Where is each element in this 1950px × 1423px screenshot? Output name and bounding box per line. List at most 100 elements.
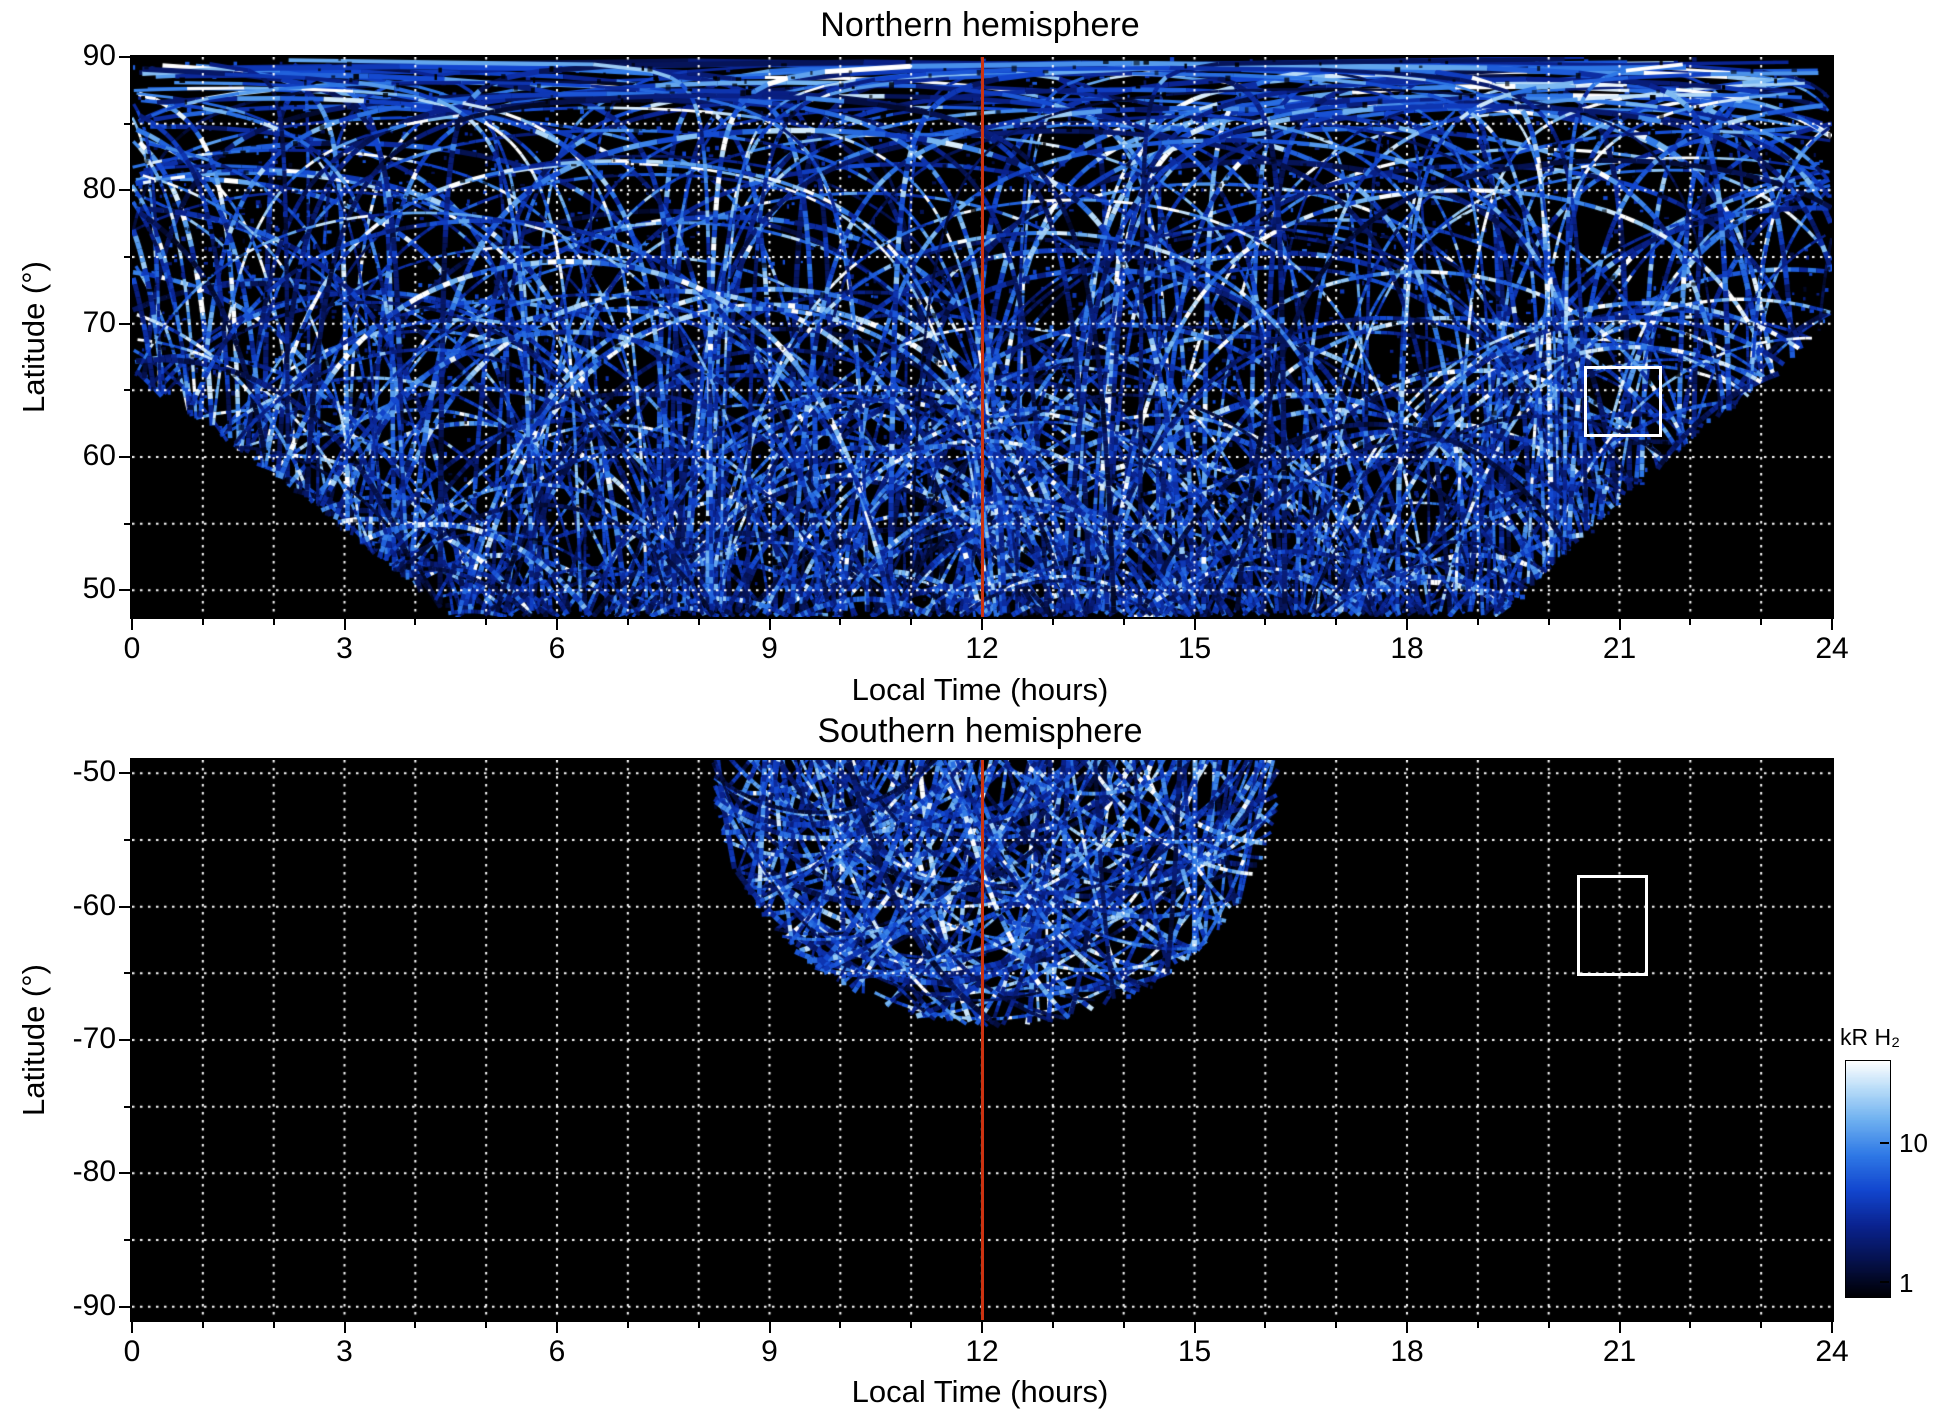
y-axis-tick-label: 90 (82, 39, 116, 72)
y-axis-tick-mark (119, 1305, 130, 1308)
panel-title: Northern hemisphere (820, 6, 1140, 44)
x-axis-tick-label: 24 (1815, 632, 1849, 665)
x-axis-minor-tick-mark (1264, 1322, 1267, 1328)
x-axis-tick-label: 0 (123, 632, 141, 665)
colorbar-label: kR H₂ (1840, 1024, 1901, 1050)
y-axis-minor-tick-mark (124, 1239, 130, 1241)
x-axis-minor-tick-mark (1122, 1322, 1125, 1328)
plot-area (130, 758, 1834, 1322)
x-axis-tick-mark (556, 619, 558, 630)
y-axis-minor-tick-mark (124, 256, 130, 258)
x-axis-tick-mark (981, 1322, 983, 1333)
plot-area (130, 55, 1834, 619)
x-axis-tick-mark (556, 1322, 558, 1333)
colorbar-tick-label: 1 (1899, 1268, 1914, 1298)
y-axis-tick-mark (119, 1039, 130, 1041)
y-axis-minor-tick-mark (124, 1105, 130, 1108)
y-axis-tick-label: 80 (82, 172, 116, 206)
x-axis-minor-tick-mark (201, 619, 204, 625)
x-axis-minor-tick-mark (839, 1322, 842, 1328)
y-axis-minor-tick-mark (124, 389, 130, 392)
colorbar-tick-mark (1880, 1281, 1889, 1283)
y-axis-tick-mark (119, 322, 130, 325)
x-axis-minor-tick-mark (1476, 1322, 1479, 1328)
x-axis-tick-label: 15 (1177, 1335, 1212, 1368)
x-axis-tick-label: 18 (1390, 1335, 1424, 1368)
y-axis-tick-mark (119, 905, 130, 908)
x-axis-tick-label: 6 (548, 632, 566, 665)
x-axis-tick-label: 9 (761, 1335, 778, 1368)
panel-title: Southern hemisphere (817, 712, 1143, 750)
y-axis-tick-mark (119, 589, 130, 592)
x-axis-tick-mark (1831, 619, 1833, 630)
y-axis-tick-label: -60 (72, 888, 116, 922)
x-axis-minor-tick-mark (201, 1322, 204, 1328)
y-axis-tick-mark (119, 772, 130, 775)
highlight-box (1584, 366, 1662, 437)
x-axis-minor-tick-mark (910, 1322, 913, 1328)
y-axis-minor-tick-mark (124, 839, 130, 841)
x-axis-tick-mark (768, 619, 771, 630)
colorbar-tick-label: 10 (1899, 1128, 1928, 1158)
x-axis-tick-label: 0 (123, 1335, 141, 1368)
x-axis-minor-tick-mark (414, 1322, 417, 1328)
highlight-box (1577, 874, 1648, 976)
x-axis-label: Local Time (hours) (851, 672, 1109, 707)
x-axis-tick-label: 3 (336, 632, 353, 665)
y-axis-tick-label: -50 (72, 755, 116, 789)
x-axis-tick-mark (1406, 1322, 1408, 1333)
y-axis-tick-mark (119, 56, 130, 58)
colorbar (1845, 1060, 1891, 1298)
x-axis-minor-tick-mark (485, 619, 488, 625)
x-axis-tick-label: 9 (761, 632, 778, 665)
y-axis-tick-label: -80 (72, 1155, 116, 1189)
x-axis-minor-tick-mark (485, 1322, 488, 1328)
x-axis-tick-label: 24 (1815, 1335, 1849, 1368)
x-axis-tick-mark (1406, 619, 1408, 630)
y-axis-tick-label: 70 (82, 305, 116, 339)
y-axis-tick-label: 60 (82, 439, 116, 472)
x-axis-minor-tick-mark (1335, 619, 1338, 625)
panel-southern-hemisphere: Southern hemisphere Latitude (°) Local T… (0, 710, 1950, 1423)
noon-line (980, 57, 984, 617)
x-axis-minor-tick-mark (1264, 619, 1267, 625)
panel-northern-hemisphere: Northern hemisphere Latitude (°) Local T… (0, 0, 1950, 710)
y-axis-minor-tick-mark (124, 522, 130, 525)
x-axis-minor-tick-mark (839, 619, 842, 625)
x-axis-minor-tick-mark (272, 1322, 275, 1328)
x-axis-tick-mark (768, 1322, 771, 1333)
x-axis-minor-tick-mark (1547, 619, 1550, 625)
x-axis-tick-mark (131, 1322, 133, 1333)
colorbar-tick-mark (1880, 1142, 1889, 1144)
x-axis-minor-tick-mark (626, 1322, 629, 1328)
x-axis-tick-label: 12 (965, 632, 999, 665)
x-axis-tick-label: 6 (548, 1335, 566, 1368)
x-axis-minor-tick-mark (1051, 619, 1054, 625)
x-axis-tick-mark (1618, 619, 1621, 630)
x-axis-minor-tick-mark (626, 619, 629, 625)
x-axis-minor-tick-mark (1689, 1322, 1692, 1328)
noon-line (980, 760, 984, 1320)
x-axis-label: Local Time (hours) (851, 1374, 1109, 1409)
x-axis-minor-tick-mark (1476, 619, 1479, 625)
x-axis-minor-tick-mark (1122, 619, 1125, 625)
x-axis-minor-tick-mark (272, 619, 275, 625)
y-axis-minor-tick-mark (124, 972, 130, 975)
x-axis-tick-label: 15 (1177, 632, 1212, 665)
x-axis-tick-mark (343, 1322, 346, 1333)
x-axis-tick-label: 3 (336, 1335, 353, 1368)
x-axis-tick-mark (981, 619, 983, 630)
x-axis-minor-tick-mark (1547, 1322, 1550, 1328)
x-axis-minor-tick-mark (1689, 619, 1692, 625)
y-axis-tick-label: -70 (72, 1022, 116, 1055)
x-axis-minor-tick-mark (1760, 1322, 1763, 1328)
x-axis-tick-mark (1193, 1322, 1196, 1333)
x-axis-minor-tick-mark (697, 619, 700, 625)
x-axis-tick-mark (1831, 1322, 1833, 1333)
x-axis-tick-label: 18 (1390, 632, 1424, 665)
x-axis-minor-tick-mark (1051, 1322, 1054, 1328)
x-axis-tick-mark (131, 619, 133, 630)
colorbar-gradient (1846, 1061, 1890, 1297)
y-axis-tick-label: 50 (82, 572, 116, 606)
